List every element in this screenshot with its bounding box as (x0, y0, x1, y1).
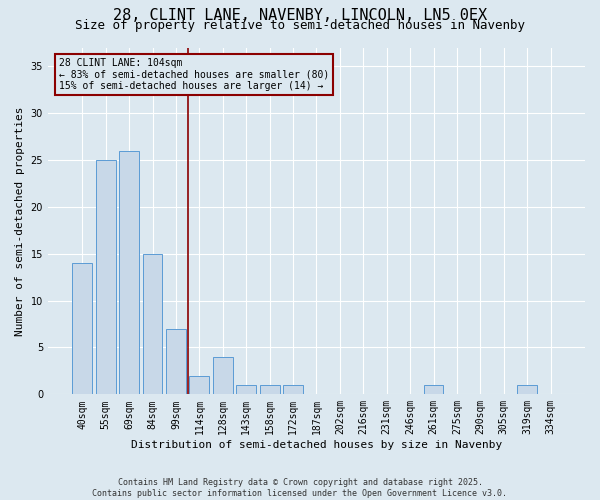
Text: 28 CLINT LANE: 104sqm
← 83% of semi-detached houses are smaller (80)
15% of semi: 28 CLINT LANE: 104sqm ← 83% of semi-deta… (59, 58, 329, 91)
Text: Contains HM Land Registry data © Crown copyright and database right 2025.
Contai: Contains HM Land Registry data © Crown c… (92, 478, 508, 498)
Bar (236, 385, 256, 394)
Bar (119, 150, 139, 394)
Bar (96, 160, 116, 394)
Text: 28, CLINT LANE, NAVENBY, LINCOLN, LN5 0EX: 28, CLINT LANE, NAVENBY, LINCOLN, LN5 0E… (113, 8, 487, 22)
Bar (166, 328, 186, 394)
Y-axis label: Number of semi-detached properties: Number of semi-detached properties (15, 106, 25, 336)
Bar (143, 254, 163, 394)
Bar (517, 385, 537, 394)
Text: Size of property relative to semi-detached houses in Navenby: Size of property relative to semi-detach… (75, 18, 525, 32)
Bar (424, 385, 443, 394)
Bar (283, 385, 303, 394)
Bar (260, 385, 280, 394)
Bar (73, 263, 92, 394)
Bar (190, 376, 209, 394)
Bar (213, 357, 233, 395)
X-axis label: Distribution of semi-detached houses by size in Navenby: Distribution of semi-detached houses by … (131, 440, 502, 450)
